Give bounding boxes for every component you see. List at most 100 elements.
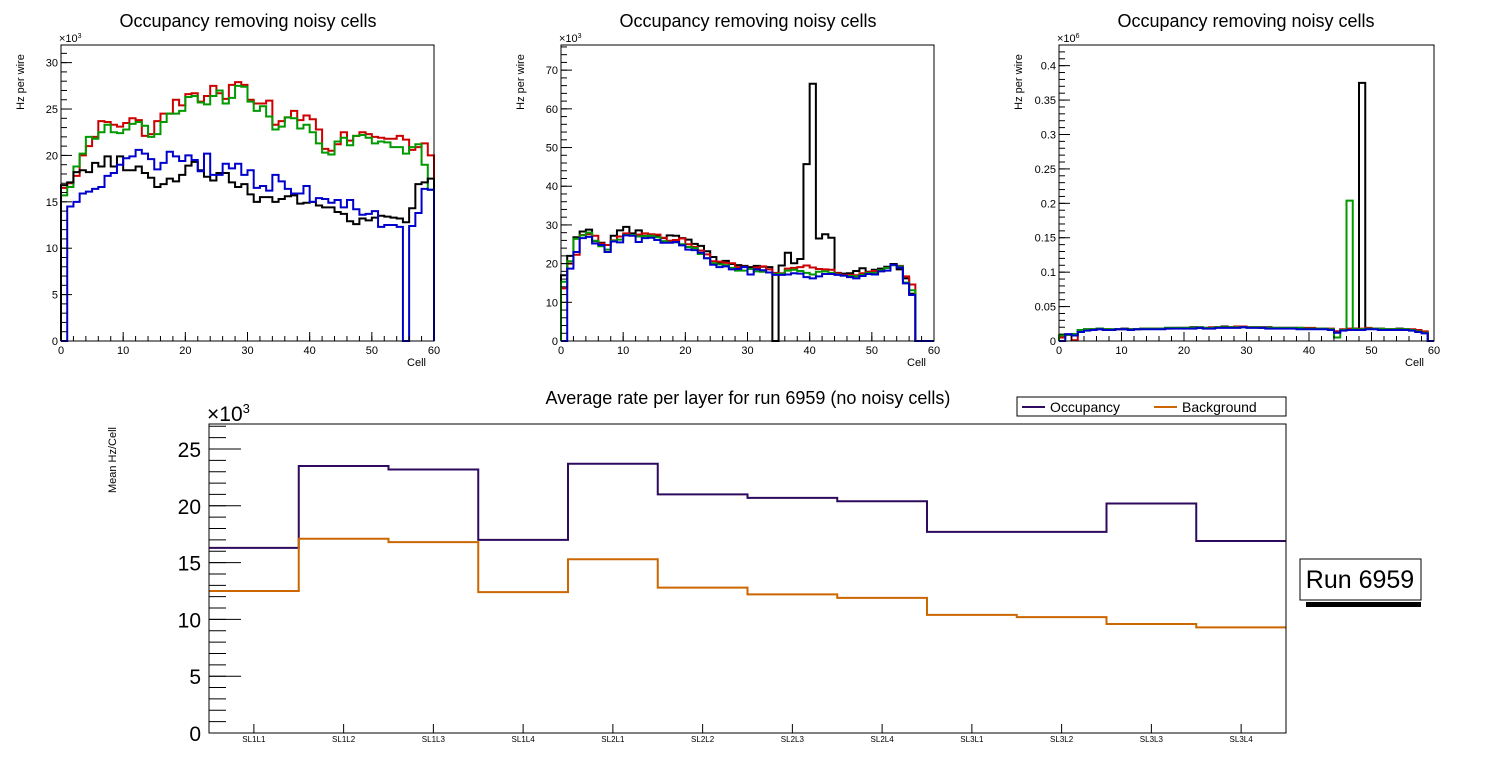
series-background [209,537,1286,629]
panel-title: Occupancy removing noisy cells [119,11,376,31]
series-blue [61,148,435,342]
series-green [1058,199,1434,342]
x-tick-label: 10 [117,345,129,357]
series-green [560,231,934,342]
y-tick-label: 30 [546,220,558,232]
y-tick-label: 10 [546,297,558,309]
x-category-label: SL3L1 [960,735,984,744]
panel-title: Occupancy removing noisy cells [1117,11,1374,31]
x-tick-label: 10 [1115,345,1127,357]
panel-title: Occupancy removing noisy cells [619,11,876,31]
y-tick-label: 0 [552,336,558,348]
y-tick-label: 0.4 [1041,61,1056,73]
plot-frame [1058,44,1435,342]
series-black [60,155,435,341]
y-tick-label: 15 [178,553,201,576]
y-tick-label: 25 [46,104,58,116]
plot-frame [208,423,1287,734]
y-tick-label: 10 [46,243,58,255]
y-tick-label: 70 [546,65,558,77]
x-category-label: SL1L2 [332,735,356,744]
y-axis-label: Mean Hz/Cell [107,427,119,493]
y-tick-label: 50 [546,143,558,155]
y-multiplier: ×106 [1057,33,1080,45]
y-axis-label: Hz per wire [1013,54,1025,110]
x-tick-label: 30 [741,345,753,357]
y-axis-label: Hz per wire [515,54,527,110]
panel-title: Average rate per layer for run 6959 (no … [546,388,951,408]
y-tick-label: 0 [52,336,58,348]
x-tick-label: 20 [679,345,691,357]
x-tick-label: 50 [366,345,378,357]
y-multiplier-exponent: 3 [78,33,82,40]
x-axis-label: Cell [907,357,926,369]
x-category-label: SL3L3 [1140,735,1164,744]
x-tick-label: 0 [1056,345,1062,357]
x-tick-label: 20 [179,345,191,357]
series-red [560,232,934,342]
x-category-label: SL2L2 [691,735,715,744]
x-tick-label: 50 [866,345,878,357]
annotation-text: Run 6959 [1306,566,1414,594]
y-tick-label: 0.05 [1035,302,1056,314]
x-category-label: SL1L1 [242,735,266,744]
y-tick-label: 15 [46,197,58,209]
legend-box [1016,396,1287,417]
x-tick-label: 40 [1303,345,1315,357]
x-tick-label: 40 [304,345,316,357]
series-occupancy [209,462,1286,549]
y-tick-label: 0 [189,723,201,746]
y-tick-label: 20 [546,259,558,271]
x-category-label: SL1L3 [422,735,446,744]
y-multiplier-exponent: 3 [243,401,250,416]
y-tick-label: 0.25 [1035,164,1056,176]
x-axis-label: Cell [1405,357,1424,369]
x-tick-label: 30 [1240,345,1252,357]
y-multiplier-exponent: 6 [1076,33,1080,40]
x-tick-label: 60 [1428,345,1440,357]
y-tick-label: 20 [178,496,201,519]
x-tick-label: 30 [241,345,253,357]
x-tick-label: 50 [1365,345,1377,357]
histogram-panel-3: Occupancy removing noisy cells 0 10 20 30 40 5… [1013,11,1440,369]
series-black [1058,81,1434,342]
x-tick-label: 20 [1178,345,1190,357]
y-tick-label: 0.1 [1041,267,1056,279]
x-tick-label: 60 [928,345,940,357]
x-tick-label: 10 [617,345,629,357]
y-multiplier: ×103 [207,401,250,426]
annotation-box [1299,558,1422,601]
y-tick-label: 0.3 [1041,129,1056,141]
y-tick-label: 10 [178,609,201,632]
legend: Occupancy Background [1016,396,1287,417]
y-tick-label: 0.35 [1035,95,1056,107]
x-category-label: SL2L3 [781,735,805,744]
x-tick-label: 0 [58,345,64,357]
x-category-label: SL1L4 [512,735,536,744]
y-tick-label: 20 [46,150,58,162]
y-tick-label: 60 [546,104,558,116]
series-blue [1059,326,1434,342]
x-tick-label: 40 [804,345,816,357]
series-green [60,84,435,341]
x-axis-label: Cell [407,357,426,369]
y-tick-label: 25 [178,439,201,462]
y-tick-label: 40 [546,181,558,193]
annotation-shadow [1306,602,1421,607]
y-tick-label: 5 [52,290,58,302]
x-category-label: SL3L4 [1230,735,1254,744]
y-tick-label: 0.15 [1035,233,1056,245]
x-category-label: SL2L1 [601,735,625,744]
y-tick-label: 5 [189,666,201,689]
y-tick-label: 30 [46,58,58,70]
y-tick-label: 0.2 [1041,198,1056,210]
series-black [560,82,934,342]
y-multiplier: ×103 [559,33,582,45]
series-red [60,81,435,341]
plot-frame [560,44,935,342]
histogram-panel-2: Occupancy removing noisy cells 0 10 20 30 40 5… [515,11,940,369]
run-annotation: Run 6959 [1299,558,1422,607]
layer-rate-panel: Average rate per layer for run 6959 (no … [107,388,1422,746]
